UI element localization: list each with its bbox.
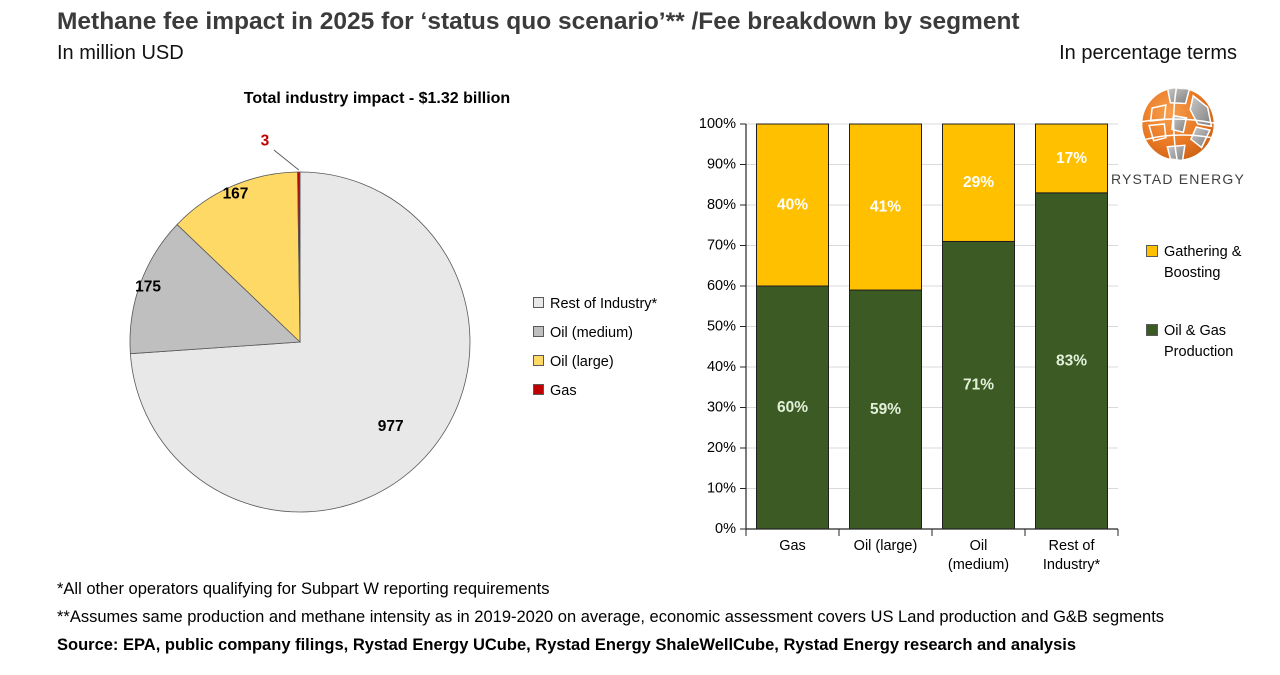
legend-label: Gas: [550, 383, 577, 399]
legend-swatch-gas: [533, 384, 544, 395]
logo-text: RYSTAD ENERGY: [1110, 171, 1246, 187]
bar-segment-oil-gas-production-gas: [756, 285, 829, 530]
footnote-1: *All other operators qualifying for Subp…: [57, 580, 550, 598]
bar-value-label: 59%: [870, 401, 901, 418]
bar-segment-oil-gas-production-oil-medium: [942, 240, 1015, 530]
legend-swatch-oil-gas-production: [1146, 324, 1158, 336]
bar-value-label: 17%: [1056, 150, 1087, 167]
pie-value-label-oil-medium: 175: [135, 279, 161, 296]
pie-value-label-gas: 3: [261, 133, 270, 150]
legend-item-gathering-boosting: Gathering & Boosting: [1146, 242, 1256, 284]
legend-swatch-oil-large: [533, 355, 544, 366]
page-title: Methane fee impact in 2025 for ‘status q…: [57, 8, 1020, 35]
y-axis-label: 70%: [707, 238, 736, 254]
bar-segment-oil-gas-production-oil-large: [849, 289, 922, 530]
bar-value-label: 41%: [870, 199, 901, 216]
legend-label: Rest of Industry*: [550, 296, 658, 312]
y-axis-label: 50%: [707, 319, 736, 335]
pie-leader-line: [273, 149, 300, 171]
y-axis-label: 60%: [707, 278, 736, 294]
pie-slice-gas: [297, 171, 301, 343]
pie-chart-title: Total industry impact - $1.32 billion: [243, 90, 511, 107]
legend-item-gas: Gas: [533, 381, 657, 401]
legend-item-oil-large: Oil (large): [533, 352, 657, 372]
legend-item-oil-medium: Oil (medium): [533, 323, 657, 343]
legend-swatch-oil-medium: [533, 326, 544, 337]
y-axis-label: 80%: [707, 197, 736, 213]
legend-swatch-gathering-boosting: [1146, 245, 1158, 257]
legend-label: Oil (large): [550, 354, 614, 370]
legend-swatch-rest-of-industry: [533, 297, 544, 308]
footnote-2: **Assumes same production and methane in…: [57, 608, 1165, 626]
bar-value-label: 29%: [963, 174, 994, 191]
bar-segment-gathering-boosting-oil-large: [849, 123, 922, 291]
legend-item-oil-gas-production: Oil & Gas Production: [1146, 321, 1256, 363]
bar-segment-gathering-boosting-oil-medium: [942, 123, 1015, 242]
pie-slice-oil-medium: [129, 223, 301, 355]
pie-value-label-oil-large: 167: [223, 186, 249, 203]
bar-legend: Gathering & Boosting Oil & Gas Production: [1146, 242, 1256, 400]
stacked-bar-chart: 0% 10% 20% 30% 40% 50% 60% 70% 80% 90% 100% 60% 40% G…: [699, 116, 1119, 573]
y-axis-label: 20%: [707, 440, 736, 456]
rystad-energy-logo: RYSTAD ENERGY: [1110, 86, 1246, 187]
bar-value-label: 60%: [777, 399, 808, 416]
source-line: Source: EPA, public company filings, Rys…: [57, 636, 1077, 654]
subtitle-left: In million USD: [57, 42, 184, 64]
x-axis-label-rest-of-industry: Rest of Industry*: [1043, 538, 1101, 573]
y-axis-label: 10%: [707, 481, 736, 497]
y-axis-label: 90%: [707, 157, 736, 173]
bar-value-label: 71%: [963, 377, 994, 394]
y-axis-label: 100%: [699, 116, 736, 132]
pie-value-label-rest-of-industry: 977: [378, 418, 404, 435]
x-axis-label-gas: Gas: [779, 538, 806, 554]
legend-label: Gathering & Boosting: [1164, 244, 1242, 281]
y-axis-label: 40%: [707, 359, 736, 375]
x-axis-label-oil-large: Oil (large): [854, 538, 918, 554]
legend-item-rest-of-industry: Rest of Industry*: [533, 294, 657, 314]
pie-legend: Rest of Industry* Oil (medium) Oil (large)…: [533, 294, 657, 410]
pie-slice-oil-large: [176, 171, 301, 343]
x-axis-label-oil-medium: Oil (medium): [948, 538, 1009, 573]
bar-value-label: 83%: [1056, 352, 1087, 369]
pie-chart: 977 175 167 3: [129, 133, 471, 513]
bar-segment-gathering-boosting-gas: [756, 123, 829, 287]
subtitle-right: In percentage terms: [1059, 42, 1237, 64]
y-axis-label: 0%: [715, 521, 736, 537]
legend-label: Oil (medium): [550, 325, 633, 341]
bar-segment-gathering-boosting-rest-of-industry: [1035, 123, 1108, 194]
bar-value-label: 40%: [777, 197, 808, 214]
globe-icon: [1142, 88, 1214, 160]
y-axis-label: 30%: [707, 400, 736, 416]
legend-label: Oil & Gas Production: [1164, 323, 1234, 360]
